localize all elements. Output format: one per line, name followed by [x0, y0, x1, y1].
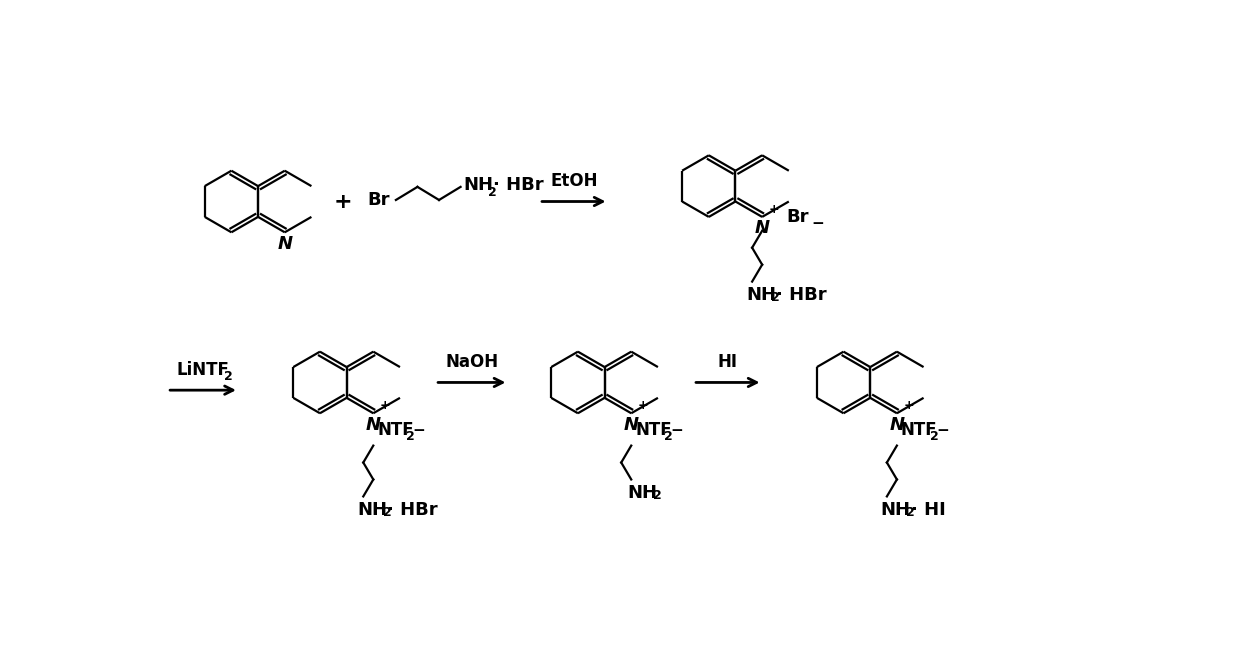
Text: · HBr: · HBr	[776, 286, 826, 304]
Text: · HBr: · HBr	[493, 177, 544, 194]
Text: 2: 2	[488, 186, 497, 199]
Text: Br: Br	[787, 208, 809, 226]
Text: NH: NH	[357, 501, 387, 519]
Text: · HI: · HI	[911, 501, 945, 519]
Text: N: N	[890, 416, 904, 434]
Text: −: −	[670, 422, 683, 438]
Text: · HBr: · HBr	[387, 501, 437, 519]
Text: +: +	[768, 203, 779, 215]
Text: +: +	[379, 399, 390, 412]
Text: N: N	[278, 235, 292, 252]
Text: NTF: NTF	[636, 421, 672, 439]
Text: +: +	[638, 399, 648, 412]
Text: −: −	[413, 422, 425, 438]
Text: 2: 2	[224, 370, 233, 384]
Text: NTF: NTF	[377, 421, 414, 439]
Text: NH: NH	[881, 501, 911, 519]
Text: +: +	[903, 399, 913, 412]
Text: −: −	[937, 422, 949, 438]
Text: N: N	[755, 219, 769, 237]
Text: 2: 2	[383, 505, 392, 519]
Text: 2: 2	[906, 505, 914, 519]
Text: 2: 2	[653, 489, 662, 501]
Text: LiNTF: LiNTF	[177, 360, 229, 379]
Text: N: N	[366, 416, 380, 434]
Text: N: N	[623, 416, 639, 434]
Text: +: +	[333, 192, 352, 212]
Text: HI: HI	[717, 353, 737, 371]
Text: 2: 2	[772, 291, 781, 304]
Text: NH: NH	[627, 484, 658, 502]
Text: −: −	[812, 216, 824, 231]
Text: Br: Br	[368, 191, 390, 209]
Text: NTF: NTF	[901, 421, 938, 439]
Text: NaOH: NaOH	[445, 353, 498, 371]
Text: 2: 2	[930, 430, 939, 443]
Text: 2: 2	[664, 430, 673, 443]
Text: 2: 2	[406, 430, 415, 443]
Text: NH: NH	[746, 286, 776, 304]
Text: NH: NH	[463, 177, 493, 194]
Text: EtOH: EtOH	[550, 172, 597, 190]
